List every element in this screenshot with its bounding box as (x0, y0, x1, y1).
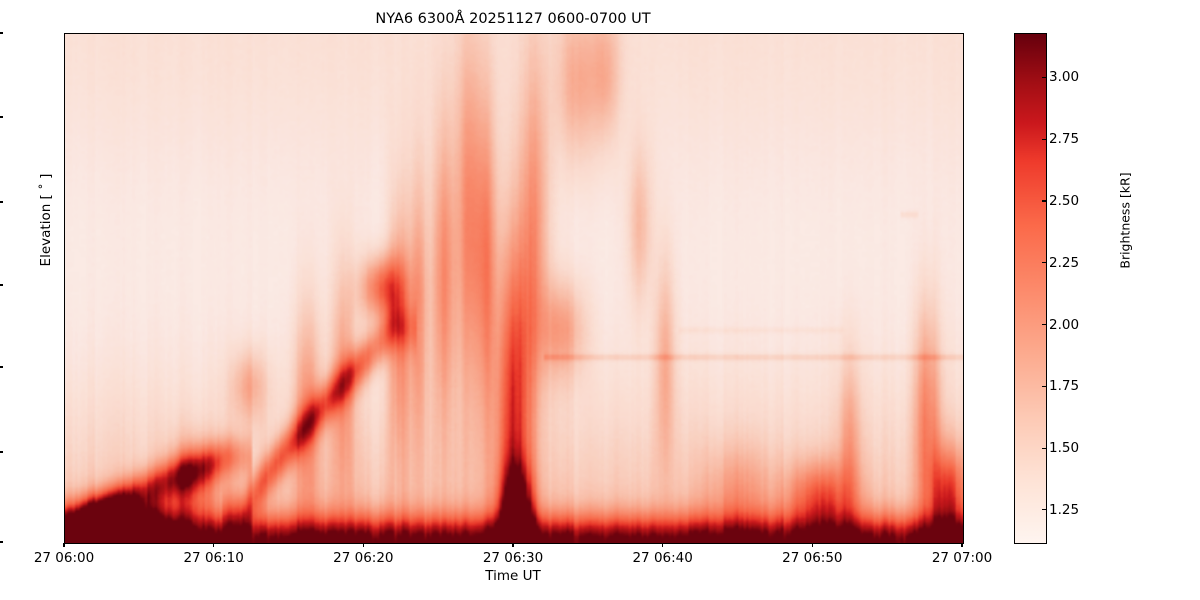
colorbar-tick-mark (1042, 447, 1047, 449)
y-tick-mark (0, 366, 3, 368)
x-tick-label: 27 06:10 (183, 550, 244, 566)
colorbar-tick-label: 2.00 (1049, 316, 1080, 333)
colorbar-tick-mark (1042, 323, 1047, 326)
x-tick-mark (213, 542, 215, 548)
keogram-heatmap (65, 34, 963, 543)
x-tick-mark (63, 542, 65, 548)
colorbar-tick-label: 1.50 (1049, 440, 1080, 457)
colorbar-tick-mark (1042, 200, 1047, 202)
colorbar-gradient (1015, 34, 1046, 543)
x-tick-mark (512, 542, 514, 548)
x-tick-mark (811, 542, 813, 548)
x-tick-label: 27 06:00 (33, 550, 95, 566)
colorbar-tick-mark (1042, 262, 1047, 264)
colorbar-tick-mark (1042, 76, 1047, 79)
y-tick-mark (0, 541, 3, 543)
x-tick-mark (662, 542, 664, 548)
x-axis-label: Time UT (485, 568, 541, 584)
colorbar-tick-label: 2.50 (1049, 193, 1080, 210)
colorbar-tick-label: 2.25 (1049, 254, 1080, 271)
x-tick-mark (362, 542, 364, 548)
x-tick-label: 27 06:30 (482, 550, 544, 566)
colorbar-tick-label: 1.75 (1049, 378, 1080, 395)
x-tick-label: 27 06:20 (333, 550, 394, 566)
colorbar[interactable] (1014, 33, 1047, 544)
y-tick-mark (0, 32, 3, 34)
colorbar-tick-label: 2.75 (1049, 131, 1080, 148)
x-tick-label: 27 07:00 (931, 550, 993, 566)
keogram-plot-area[interactable] (64, 33, 964, 544)
y-tick-mark (0, 201, 3, 203)
y-tick-mark (0, 116, 3, 118)
x-tick-mark (961, 542, 963, 548)
colorbar-tick-mark (1042, 138, 1047, 140)
colorbar-tick-mark (1042, 385, 1047, 387)
y-axis-label: Elevation [ ˚ ] (38, 173, 54, 267)
y-tick-mark (0, 284, 3, 286)
x-tick-label: 27 06:50 (782, 550, 843, 566)
colorbar-tick-label: 3.00 (1049, 69, 1080, 86)
colorbar-tick-mark (1042, 509, 1047, 511)
y-tick-mark (0, 451, 3, 453)
colorbar-label: Brightness [kR] (1117, 172, 1133, 269)
colorbar-tick-label: 1.25 (1049, 501, 1080, 518)
page-title: NYA6 6300Å 20251127 0600-0700 UT (375, 11, 651, 27)
x-tick-label: 27 06:40 (632, 550, 693, 566)
